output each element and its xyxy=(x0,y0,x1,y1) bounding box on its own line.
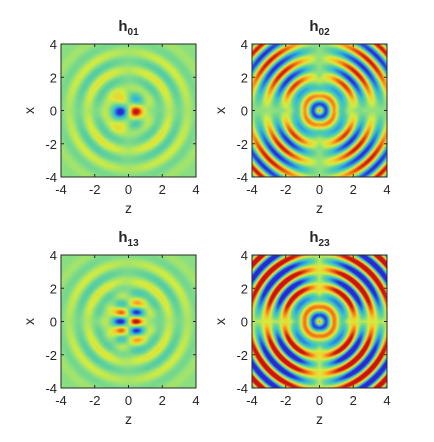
y-tick-label: -4 xyxy=(236,170,248,185)
x-tick-label: 2 xyxy=(159,393,166,408)
x-tick-label: 0 xyxy=(125,393,132,408)
y-tick-label: 4 xyxy=(241,37,248,52)
x-tick-label: -4 xyxy=(246,393,258,408)
subplot-h13: -4 -2 0 2 4 4 2 0 -2 -4 z x h13 xyxy=(21,229,200,427)
heatmap-image xyxy=(252,44,387,177)
y-tick-label: -2 xyxy=(45,137,57,152)
heatmap-image xyxy=(61,255,196,388)
subplot-h01: -4 -2 0 2 4 4 2 0 -2 -4 z x h01 xyxy=(21,18,200,216)
y-tick-label: 2 xyxy=(241,281,248,296)
y-axis-label: x xyxy=(212,107,228,114)
y-axis-label: x xyxy=(212,318,228,325)
y-tick-label: 0 xyxy=(241,104,248,119)
x-axis-label: z xyxy=(125,411,132,427)
subplot-title: h23 xyxy=(309,229,330,249)
y-tick-label: 4 xyxy=(50,248,57,263)
x-tick-label: 0 xyxy=(316,393,323,408)
x-tick-label: 4 xyxy=(383,182,390,197)
x-tick-label: 4 xyxy=(192,393,199,408)
y-tick-label: 2 xyxy=(50,70,57,85)
subplot-title-subscript: 23 xyxy=(319,238,331,249)
x-tick-label: 4 xyxy=(192,182,199,197)
y-tick-label: -2 xyxy=(236,348,248,363)
y-axis-label: x xyxy=(21,318,37,325)
y-tick-label: -4 xyxy=(236,381,248,396)
subplot-title-subscript: 02 xyxy=(319,27,331,38)
x-tick-label: -2 xyxy=(280,393,292,408)
y-tick-label: 0 xyxy=(50,315,57,330)
y-tick-label: 0 xyxy=(50,104,57,119)
subplot-title-subscript: 01 xyxy=(128,27,140,38)
x-axis-label: z xyxy=(316,411,323,427)
y-axis-label: x xyxy=(21,107,37,114)
x-axis-label: z xyxy=(316,200,323,216)
subplot-title: h01 xyxy=(118,18,139,38)
subplot-title: h13 xyxy=(118,229,139,249)
subplot-title: h02 xyxy=(309,18,330,38)
subplot-title-subscript: 13 xyxy=(128,238,140,249)
y-tick-label: 4 xyxy=(50,37,57,52)
x-tick-label: 2 xyxy=(159,182,166,197)
heatmap-image xyxy=(61,44,196,177)
y-tick-label: -2 xyxy=(45,348,57,363)
x-tick-label: 2 xyxy=(350,393,357,408)
x-tick-label: -2 xyxy=(89,393,101,408)
y-tick-label: -4 xyxy=(45,170,57,185)
heatmap-image xyxy=(252,255,387,388)
x-tick-label: -4 xyxy=(55,182,67,197)
x-tick-label: 0 xyxy=(125,182,132,197)
x-tick-label: 4 xyxy=(383,393,390,408)
x-tick-label: 2 xyxy=(350,182,357,197)
y-tick-label: 0 xyxy=(241,315,248,330)
y-tick-label: 2 xyxy=(241,70,248,85)
y-tick-label: -4 xyxy=(45,381,57,396)
y-tick-label: -2 xyxy=(236,137,248,152)
x-tick-label: 0 xyxy=(316,182,323,197)
x-tick-label: -4 xyxy=(55,393,67,408)
x-tick-label: -2 xyxy=(89,182,101,197)
x-axis-label: z xyxy=(125,200,132,216)
y-tick-label: 4 xyxy=(241,248,248,263)
x-tick-label: -4 xyxy=(246,182,258,197)
x-tick-label: -2 xyxy=(280,182,292,197)
y-tick-label: 2 xyxy=(50,281,57,296)
subplot-h23: -4 -2 0 2 4 4 2 0 -2 -4 z x h23 xyxy=(212,229,391,427)
